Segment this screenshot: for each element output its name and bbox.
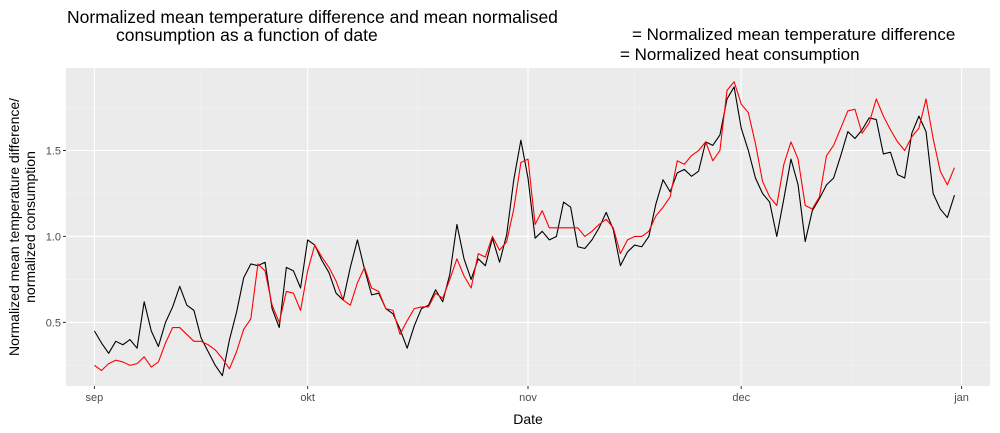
chart-title-line-1: Normalized mean temperature difference a… xyxy=(67,7,558,27)
x-tick-label: okt xyxy=(300,392,315,404)
y-tick-label: 0.5 xyxy=(46,317,61,329)
legend: = Normalized mean temperature difference… xyxy=(620,25,955,64)
x-tick-label: dec xyxy=(732,392,750,404)
y-tick-label: 1.5 xyxy=(46,146,61,158)
series-layer xyxy=(93,81,955,377)
series-line-consumption xyxy=(94,81,955,372)
legend-label-temperature: = Normalized mean temperature difference xyxy=(632,25,955,44)
x-axis-title: Date xyxy=(513,411,543,427)
y-tick-label: 1.0 xyxy=(46,231,61,243)
y-axis: 0.5 1.0 1.5 xyxy=(46,146,66,329)
series-line-temperature xyxy=(93,86,955,377)
chart-title-line-2: consumption as a function of date xyxy=(116,25,378,45)
x-tick-label: nov xyxy=(519,392,537,404)
x-axis: sep okt nov dec jan xyxy=(86,386,969,404)
x-tick-label: jan xyxy=(953,392,969,404)
grid-major xyxy=(66,68,990,386)
legend-label-consumption: = Normalized heat consumption xyxy=(620,45,860,64)
x-tick-label: sep xyxy=(86,392,104,404)
y-axis-title: Normalized mean temperature difference/ … xyxy=(6,98,38,356)
y-axis-title-line-2: normalized consumption xyxy=(22,151,38,303)
y-axis-title-line-1: Normalized mean temperature difference/ xyxy=(6,98,22,356)
